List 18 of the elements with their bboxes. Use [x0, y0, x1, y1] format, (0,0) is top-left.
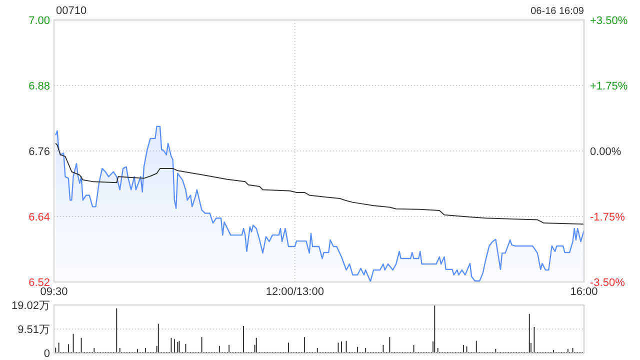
x-tick-label: 16:00 — [570, 286, 598, 298]
chart-title: 00710 — [56, 5, 87, 17]
y-tick-label: 0 — [44, 348, 50, 360]
y-tick-label: 19.02万 — [11, 300, 50, 312]
x-tick-label: 09:30 — [40, 286, 68, 298]
chart-subtitle: 06-16 16:09 — [530, 6, 584, 17]
y2-tick-label: +3.50% — [590, 15, 628, 27]
y-tick-label: 6.88 — [28, 80, 50, 92]
y-tick-label: 6.64 — [28, 212, 50, 224]
y-tick-label: 9.51万 — [18, 324, 50, 336]
x-tick-label: 12:00/13:00 — [266, 286, 324, 298]
y2-tick-label: -3.50% — [590, 277, 626, 289]
y-tick-label: 7.00 — [28, 15, 50, 27]
y2-tick-label: 0.00% — [590, 146, 622, 158]
y2-tick-label: -1.75% — [590, 212, 626, 224]
y2-tick-label: +1.75% — [590, 80, 628, 92]
y-tick-label: 6.76 — [28, 146, 50, 158]
y-tick-label: 6.52 — [28, 277, 50, 289]
